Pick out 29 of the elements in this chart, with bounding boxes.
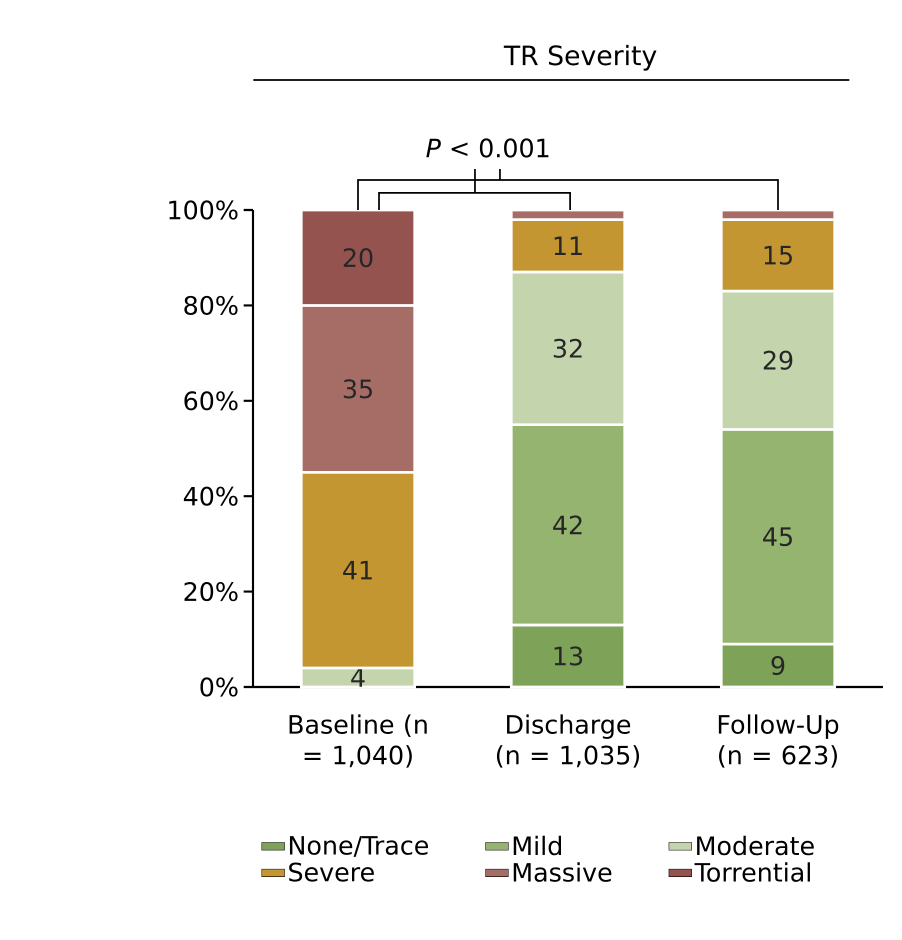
- legend-label: Massive: [514, 862, 612, 882]
- data-label: 35: [344, 379, 372, 398]
- data-label: 29: [764, 350, 792, 370]
- data-label: 20: [344, 248, 372, 268]
- data-label: 11: [554, 236, 582, 256]
- data-label: 42: [553, 515, 582, 534]
- legend-label: Moderate: [697, 836, 814, 856]
- y-tick-label: 100%: [169, 200, 238, 220]
- legend-label: Torrential: [694, 862, 810, 882]
- y-tick-label: 40%: [184, 486, 238, 506]
- data-label: 15: [764, 246, 792, 265]
- text: P < 0.001: [426, 138, 548, 158]
- data-label: 4: [351, 668, 365, 687]
- y-tick-label: 60%: [184, 391, 238, 410]
- y-tick-label: 20%: [184, 582, 238, 602]
- x-tick-label: Discharge (n = 1,035): [496, 714, 640, 768]
- x-tick-label: Follow-Up (n = 623): [718, 714, 838, 768]
- y-tick-label: 0%: [200, 677, 238, 697]
- data-label: 45: [763, 527, 792, 546]
- legend-label: None/Trace: [290, 836, 428, 857]
- data-label: 9: [772, 656, 784, 676]
- data-label: 13: [554, 646, 582, 666]
- data-label: 41: [343, 560, 372, 580]
- data-label: 32: [554, 338, 582, 358]
- x-tick-label: Baseline (n = 1,040): [290, 714, 427, 768]
- legend-label: Severe: [289, 862, 374, 882]
- legend-label: Mild: [514, 836, 561, 856]
- y-tick-label: 80%: [184, 296, 238, 315]
- chart-title: TR Severity: [504, 44, 657, 71]
